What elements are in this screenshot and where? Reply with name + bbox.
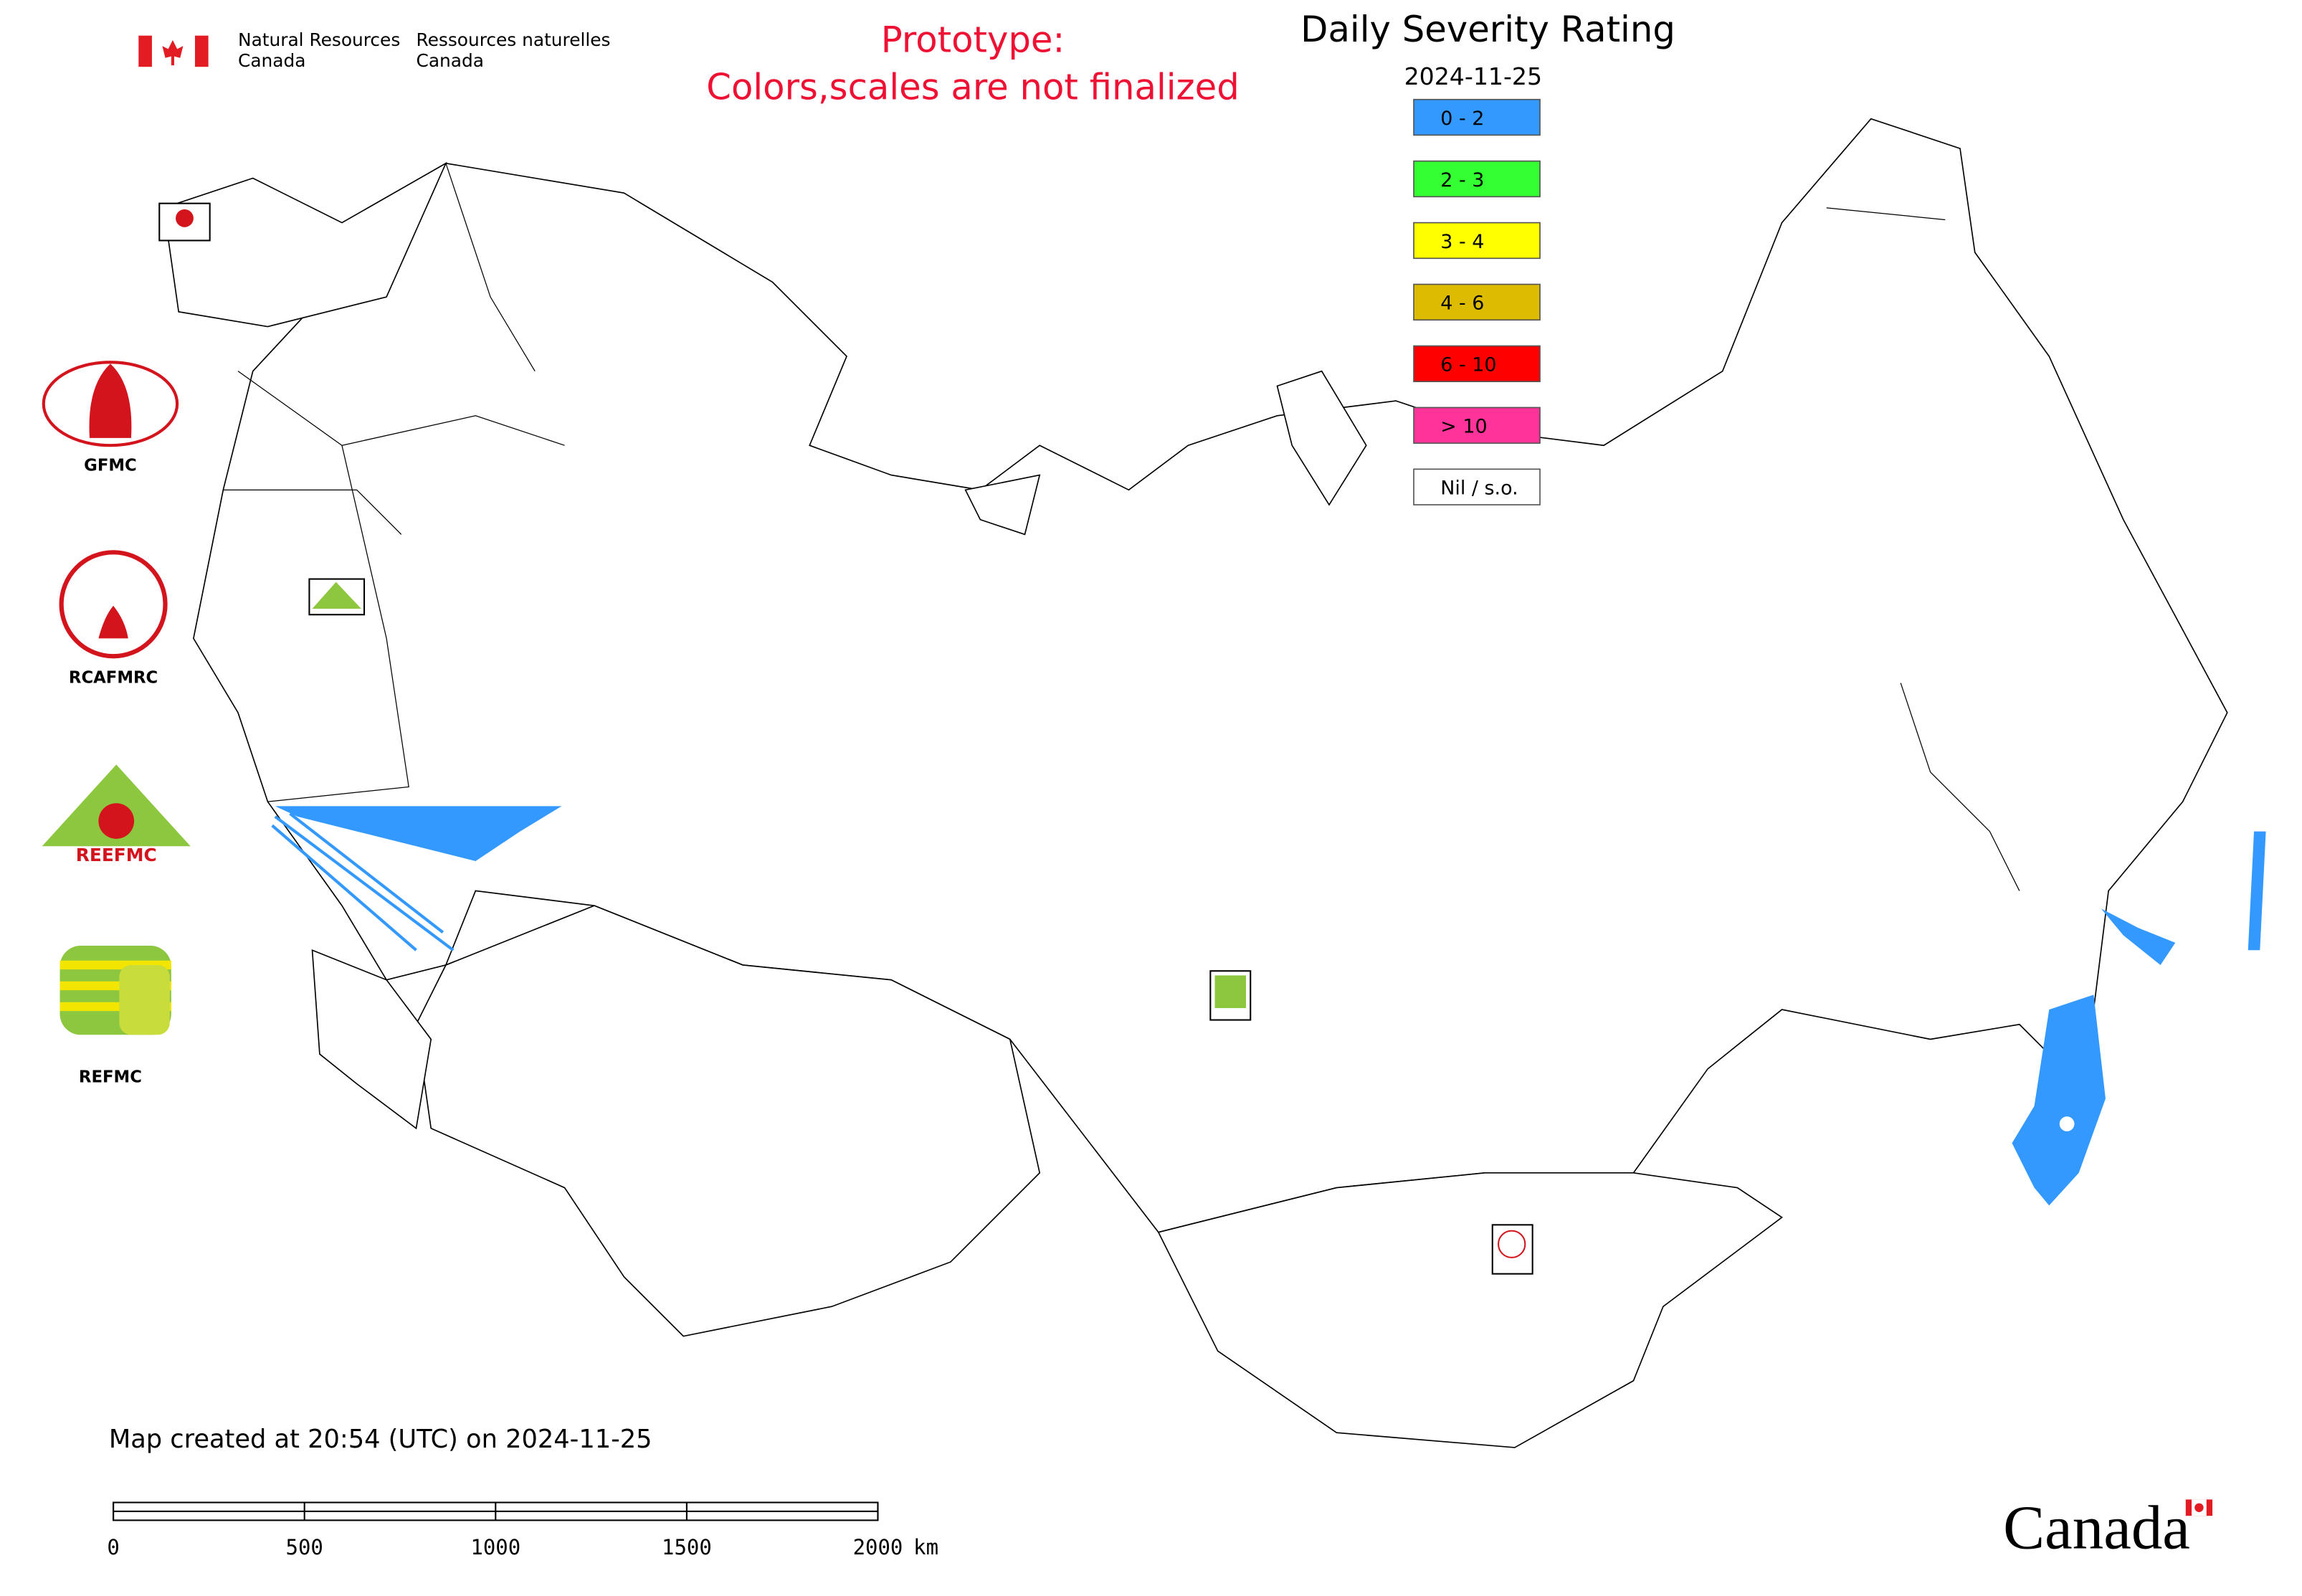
logo-label: GFMC	[84, 456, 137, 475]
agency-fr: Ressources naturelles	[417, 29, 611, 50]
notice: Prototype:	[881, 19, 1065, 60]
created-note: Map created at 20:54 (UTC) on 2024-11-25	[109, 1425, 652, 1454]
scale-bar: 0 500 1000 1500 2000 km	[107, 1501, 938, 1559]
legend-label: 4 - 6	[1440, 293, 1484, 315]
logo-label: REFMC	[79, 1068, 142, 1087]
legend-label: 6 - 10	[1440, 354, 1496, 376]
severity-areas	[271, 806, 2266, 1206]
scale-label: 2000	[853, 1535, 903, 1559]
legend-swatch	[1413, 222, 1541, 260]
scale-label: 1500	[662, 1535, 712, 1559]
legend-swatch	[1413, 283, 1541, 321]
legend-swatch	[1413, 407, 1541, 444]
legend-title: Daily Severity Rating	[1300, 9, 1675, 50]
logo-label: RCAFMRC	[69, 669, 158, 688]
scale-unit: km	[913, 1535, 938, 1559]
legend-label: Nil / s.o.	[1440, 478, 1518, 500]
legend-swatch	[1413, 468, 1541, 505]
legend-swatch	[1413, 98, 1541, 136]
legend: 0 - 2 2 - 3 3 - 4 4 - 6 6 - 10 > 10 Nil / s.o.	[1413, 98, 1541, 505]
legend-label: > 10	[1440, 416, 1487, 438]
notice: Colors,scales are not finalized	[706, 67, 1239, 108]
agency-fr: Canada	[417, 50, 484, 71]
scale-label: 0	[107, 1535, 119, 1559]
nrcan-signature: Natural Resources Canada Ressources natu…	[138, 29, 611, 71]
scale-label: 500	[286, 1535, 323, 1559]
legend-swatch	[1413, 160, 1541, 198]
legend-date: 2024-11-25	[1404, 62, 1543, 90]
wordmark: Canada	[2003, 1493, 2190, 1562]
agency-en: Natural Resources	[238, 29, 400, 50]
legend-swatch	[1413, 345, 1541, 382]
legend-label: 2 - 3	[1440, 169, 1484, 191]
agency-en: Canada	[238, 50, 305, 71]
legend-label: 3 - 4	[1440, 231, 1484, 253]
logo-label: REEFMC	[76, 845, 157, 865]
logos: GFMC RCAFMRC REEFMC REFMC	[42, 202, 1533, 1275]
country-outlines	[163, 118, 2228, 1448]
canada-wordmark: Canada	[2003, 1493, 2213, 1562]
legend-label: 0 - 2	[1440, 108, 1484, 130]
scale-label: 1000	[470, 1535, 520, 1559]
